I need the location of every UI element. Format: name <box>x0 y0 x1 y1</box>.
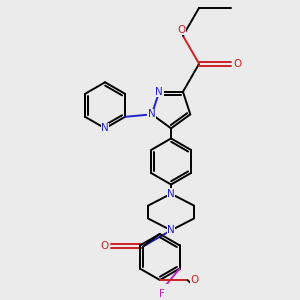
Text: F: F <box>159 289 165 299</box>
Text: N: N <box>167 189 175 199</box>
Text: O: O <box>190 275 198 285</box>
Text: N: N <box>101 123 109 133</box>
Text: O: O <box>233 59 242 69</box>
Text: N: N <box>148 110 156 119</box>
Text: O: O <box>177 25 186 34</box>
Text: O: O <box>100 242 109 251</box>
Text: N: N <box>167 225 175 235</box>
Text: N: N <box>155 87 163 97</box>
